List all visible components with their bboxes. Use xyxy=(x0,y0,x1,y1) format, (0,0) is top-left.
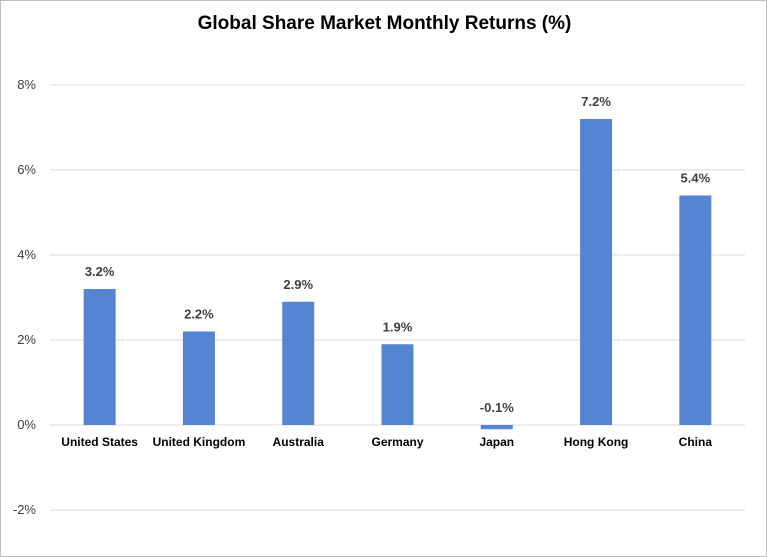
category-label: United Kingdom xyxy=(153,435,246,449)
x-axis-category-labels: United States United Kingdom Australia Germ… xyxy=(61,435,712,449)
data-label: 2.2% xyxy=(184,307,214,322)
data-label: -0.1% xyxy=(480,400,514,415)
bar xyxy=(182,331,215,425)
y-tick-label: 0% xyxy=(17,417,36,432)
data-label: 7.2% xyxy=(581,94,611,109)
category-label: Germany xyxy=(371,435,423,449)
category-label: Australia xyxy=(273,435,325,449)
bars xyxy=(83,119,712,430)
category-label: China xyxy=(679,435,713,449)
data-labels: 3.2% 2.2% 2.9% 1.9% -0.1% 7.2% 5.4% xyxy=(85,94,711,415)
y-tick-label: 4% xyxy=(17,247,36,262)
chart-title: Global Share Market Monthly Returns (%) xyxy=(197,13,572,34)
gridlines xyxy=(50,84,745,511)
bar xyxy=(679,195,712,425)
y-tick-label: -2% xyxy=(13,502,37,517)
category-label: Japan xyxy=(479,435,514,449)
bar xyxy=(282,301,315,425)
y-tick-label: 6% xyxy=(17,162,36,177)
data-label: 2.9% xyxy=(283,277,313,292)
data-label: 3.2% xyxy=(85,264,115,279)
bar xyxy=(480,425,513,430)
data-label: 1.9% xyxy=(383,319,413,334)
bar xyxy=(580,119,613,425)
y-tick-label: 2% xyxy=(17,332,36,347)
y-tick-label: 8% xyxy=(17,77,36,92)
bar xyxy=(83,289,116,425)
data-label: 5.4% xyxy=(681,171,711,186)
category-label: Hong Kong xyxy=(564,435,629,449)
category-label: United States xyxy=(61,435,138,449)
y-axis-tick-labels: -2% 0% 2% 4% 6% 8% xyxy=(13,77,37,517)
bar xyxy=(381,344,414,425)
